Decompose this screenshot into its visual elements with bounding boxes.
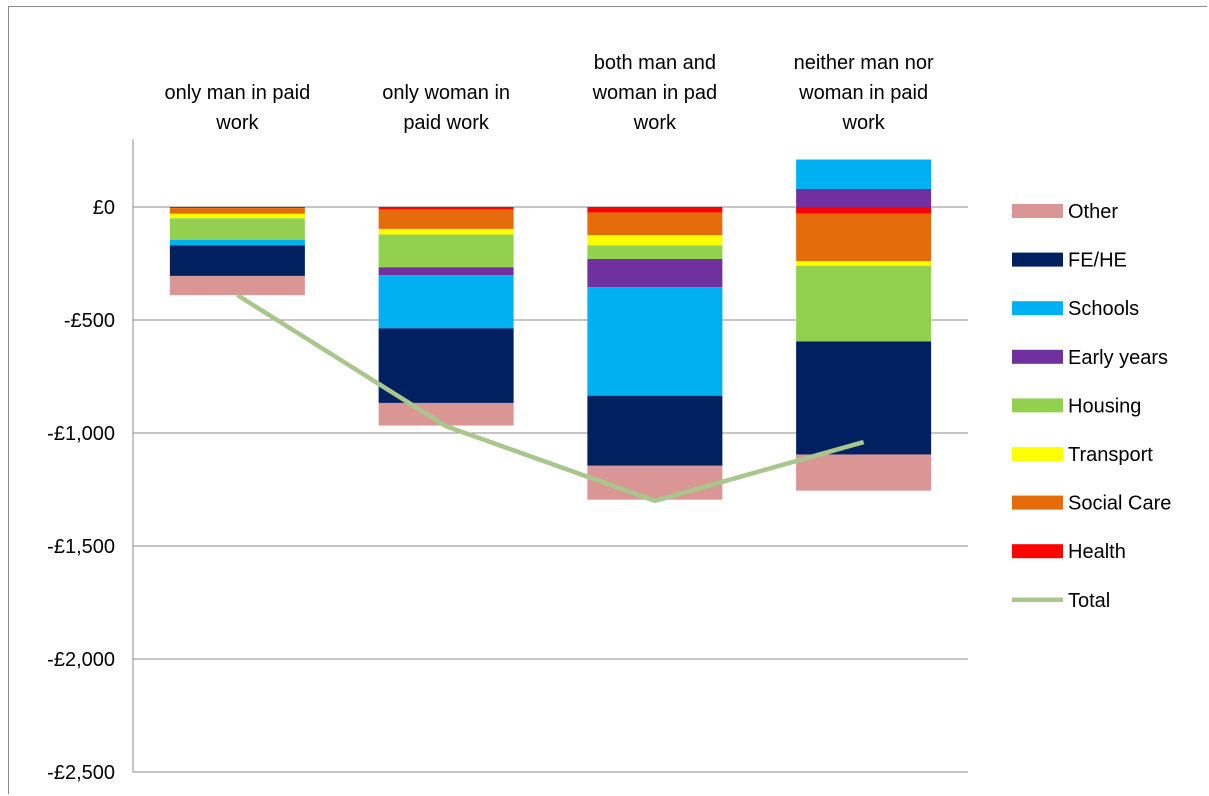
legend-label-other: Other bbox=[1068, 201, 1118, 223]
legend-swatch-fe-he bbox=[1012, 252, 1063, 267]
bar-segment-health bbox=[587, 207, 723, 213]
bar-segment-housing bbox=[378, 234, 514, 268]
bar-segment-fe-he bbox=[378, 328, 514, 403]
bar-segment-social-care bbox=[796, 213, 932, 262]
legend-swatch-other bbox=[1012, 204, 1063, 218]
legend-label-health: Health bbox=[1068, 541, 1126, 563]
bar-segment-health bbox=[796, 207, 932, 214]
bars bbox=[169, 159, 932, 500]
legend-label-schools: Schools bbox=[1068, 298, 1139, 320]
legend-label-social-care: Social Care bbox=[1068, 493, 1171, 515]
bar-segment-early-years bbox=[587, 258, 723, 288]
bar-segment-other bbox=[378, 402, 514, 426]
bar-segment-fe-he bbox=[587, 395, 723, 466]
bar-segment-health bbox=[169, 207, 305, 209]
bar-segment-early-years bbox=[378, 267, 514, 276]
legend-swatch-health bbox=[1012, 544, 1063, 559]
category-label: both man and woman in pad work bbox=[592, 52, 718, 134]
total-series-line bbox=[236, 293, 865, 504]
category-labels: only man in paid work only woman in paid wo… bbox=[165, 52, 934, 134]
y-tick-label: -£1,000 bbox=[47, 423, 115, 445]
bar-segment-schools bbox=[587, 287, 723, 396]
bar-segment-housing bbox=[587, 245, 723, 259]
y-tick-label: -£500 bbox=[64, 310, 115, 332]
bar-segment-schools bbox=[796, 159, 932, 189]
bar-segment-housing bbox=[169, 218, 305, 240]
bar-segment-social-care bbox=[587, 212, 723, 236]
legend-swatch-social-care bbox=[1012, 495, 1063, 510]
legend-label-early-years: Early years bbox=[1068, 347, 1168, 369]
bar-segment-transport bbox=[378, 228, 514, 235]
y-axis: £0 -£500 -£1,000 -£1,500 -£2,000 -£2,500 bbox=[47, 139, 134, 784]
bar-segment-early-years bbox=[796, 188, 932, 207]
legend-swatch-housing bbox=[1012, 398, 1063, 413]
chart-frame bbox=[8, 6, 1207, 794]
bar-segment-transport bbox=[796, 261, 932, 266]
bar-segment-transport bbox=[587, 235, 723, 246]
legend-label-transport: Transport bbox=[1068, 444, 1153, 466]
y-tick-label: £0 bbox=[93, 197, 115, 219]
total-line bbox=[236, 293, 865, 504]
category-label: only man in paid work bbox=[165, 82, 311, 134]
y-tick-label: -£1,500 bbox=[47, 536, 115, 558]
bar-segment-social-care bbox=[378, 209, 514, 229]
legend-label-housing: Housing bbox=[1068, 395, 1141, 417]
legend-label-fe-he: FE/HE bbox=[1068, 250, 1127, 272]
bar-segment-schools bbox=[378, 275, 514, 329]
bar-segment-housing bbox=[796, 265, 932, 342]
bar-segment-schools bbox=[169, 239, 305, 246]
bar-segment-transport bbox=[169, 213, 305, 219]
legend-swatch-transport bbox=[1012, 447, 1063, 461]
legend-swatch-early-years bbox=[1012, 349, 1063, 364]
legend-swatch-schools bbox=[1012, 301, 1063, 316]
category-label: neither man nor woman in paid work bbox=[794, 52, 934, 134]
legend-label-total: Total bbox=[1068, 590, 1110, 612]
bar-segment-health bbox=[378, 207, 514, 210]
bar-segment-fe-he bbox=[796, 341, 932, 455]
legend: Other FE/HE Schools Early years Housing Trans… bbox=[1012, 201, 1171, 612]
bar-segment-other bbox=[796, 454, 932, 491]
bar-segment-social-care bbox=[169, 208, 305, 214]
category-label: only woman in paid work bbox=[382, 82, 510, 134]
bar-segment-other bbox=[169, 275, 305, 296]
y-tick-label: -£2,500 bbox=[47, 762, 115, 784]
bar-segment-fe-he bbox=[169, 245, 305, 276]
y-tick-label: -£2,000 bbox=[47, 649, 115, 671]
